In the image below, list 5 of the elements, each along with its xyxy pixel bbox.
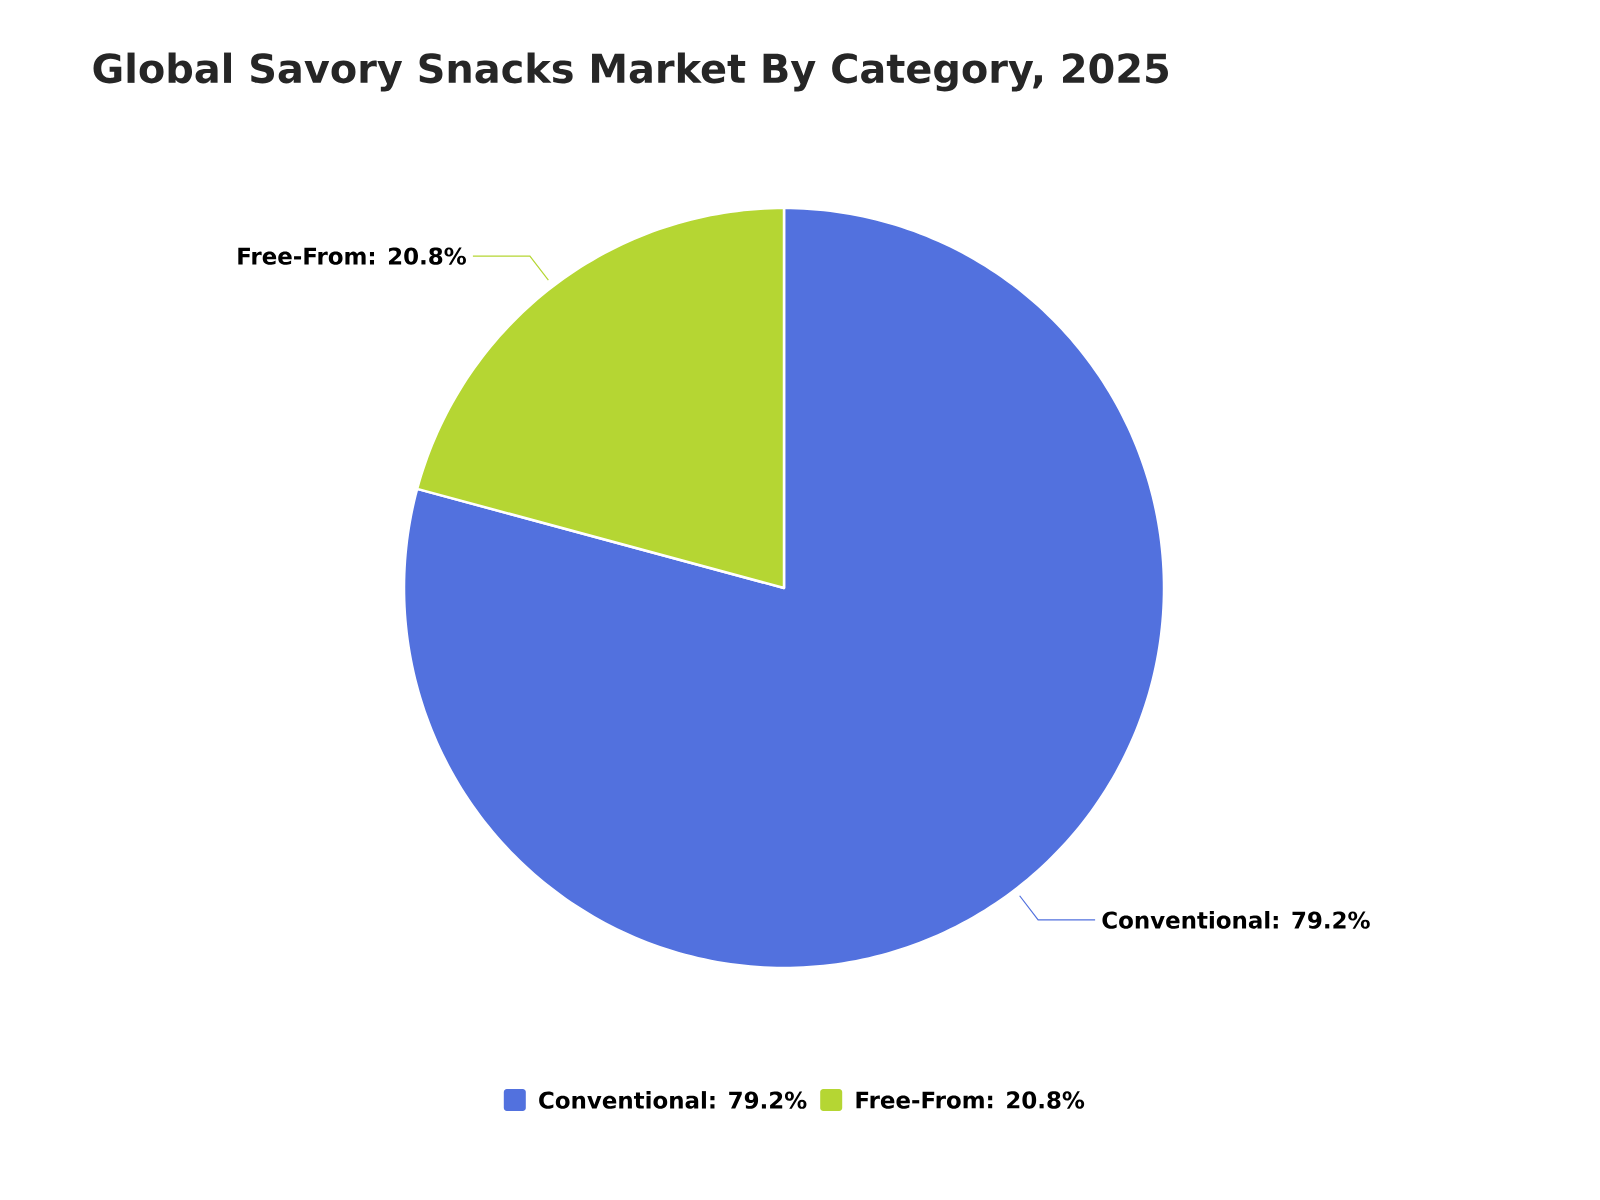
chart-title: Global Savory Snacks Market By Category, 2025 [93,52,1168,92]
legend-label: Free-From: 20.8% [856,1091,1085,1109]
slice-label: Conventional: 79.2% [1102,911,1370,929]
slice-label: Free-From: 20.8% [238,247,466,265]
legend-label: Conventional: 79.2% [539,1091,807,1109]
